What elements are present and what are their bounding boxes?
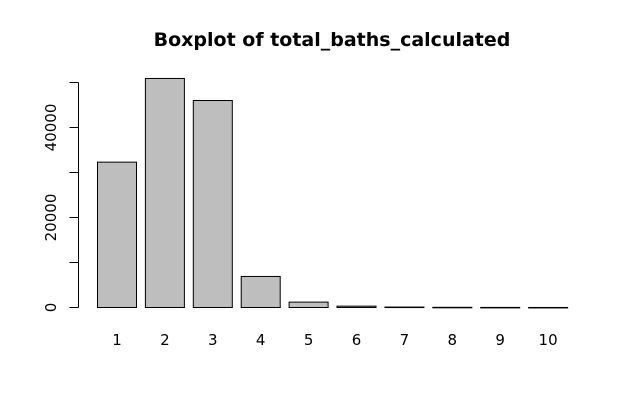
bar-7 (384, 306, 425, 309)
chart-title: Boxplot of total_baths_calculated (154, 29, 511, 51)
x-tick-label: 7 (400, 331, 410, 349)
y-tick-label: 20000 (42, 194, 60, 242)
bar-1 (97, 161, 137, 308)
bar-9 (480, 306, 521, 309)
bar-6 (336, 305, 377, 308)
bar-2 (144, 77, 185, 308)
x-tick-label: 3 (208, 331, 218, 349)
x-tick-label: 2 (160, 331, 170, 349)
bars (97, 77, 569, 309)
x-tick-label: 1 (112, 331, 122, 349)
bar-4 (240, 275, 281, 309)
x-tick-label: 10 (539, 331, 558, 349)
y-axis: 0 20000 40000 (42, 82, 79, 313)
bar-8 (432, 306, 473, 309)
x-tick-label: 4 (256, 331, 266, 349)
x-axis-labels: 1 2 3 4 5 6 7 8 9 10 (112, 331, 557, 349)
y-tick-label: 0 (42, 303, 60, 313)
y-tick-label: 40000 (42, 104, 60, 152)
x-tick-label: 6 (352, 331, 362, 349)
bar-10 (528, 306, 569, 309)
bar-3 (192, 100, 233, 308)
x-tick-label: 8 (448, 331, 458, 349)
bar-5 (288, 301, 329, 309)
x-tick-label: 5 (304, 331, 314, 349)
x-tick-label: 9 (495, 331, 505, 349)
